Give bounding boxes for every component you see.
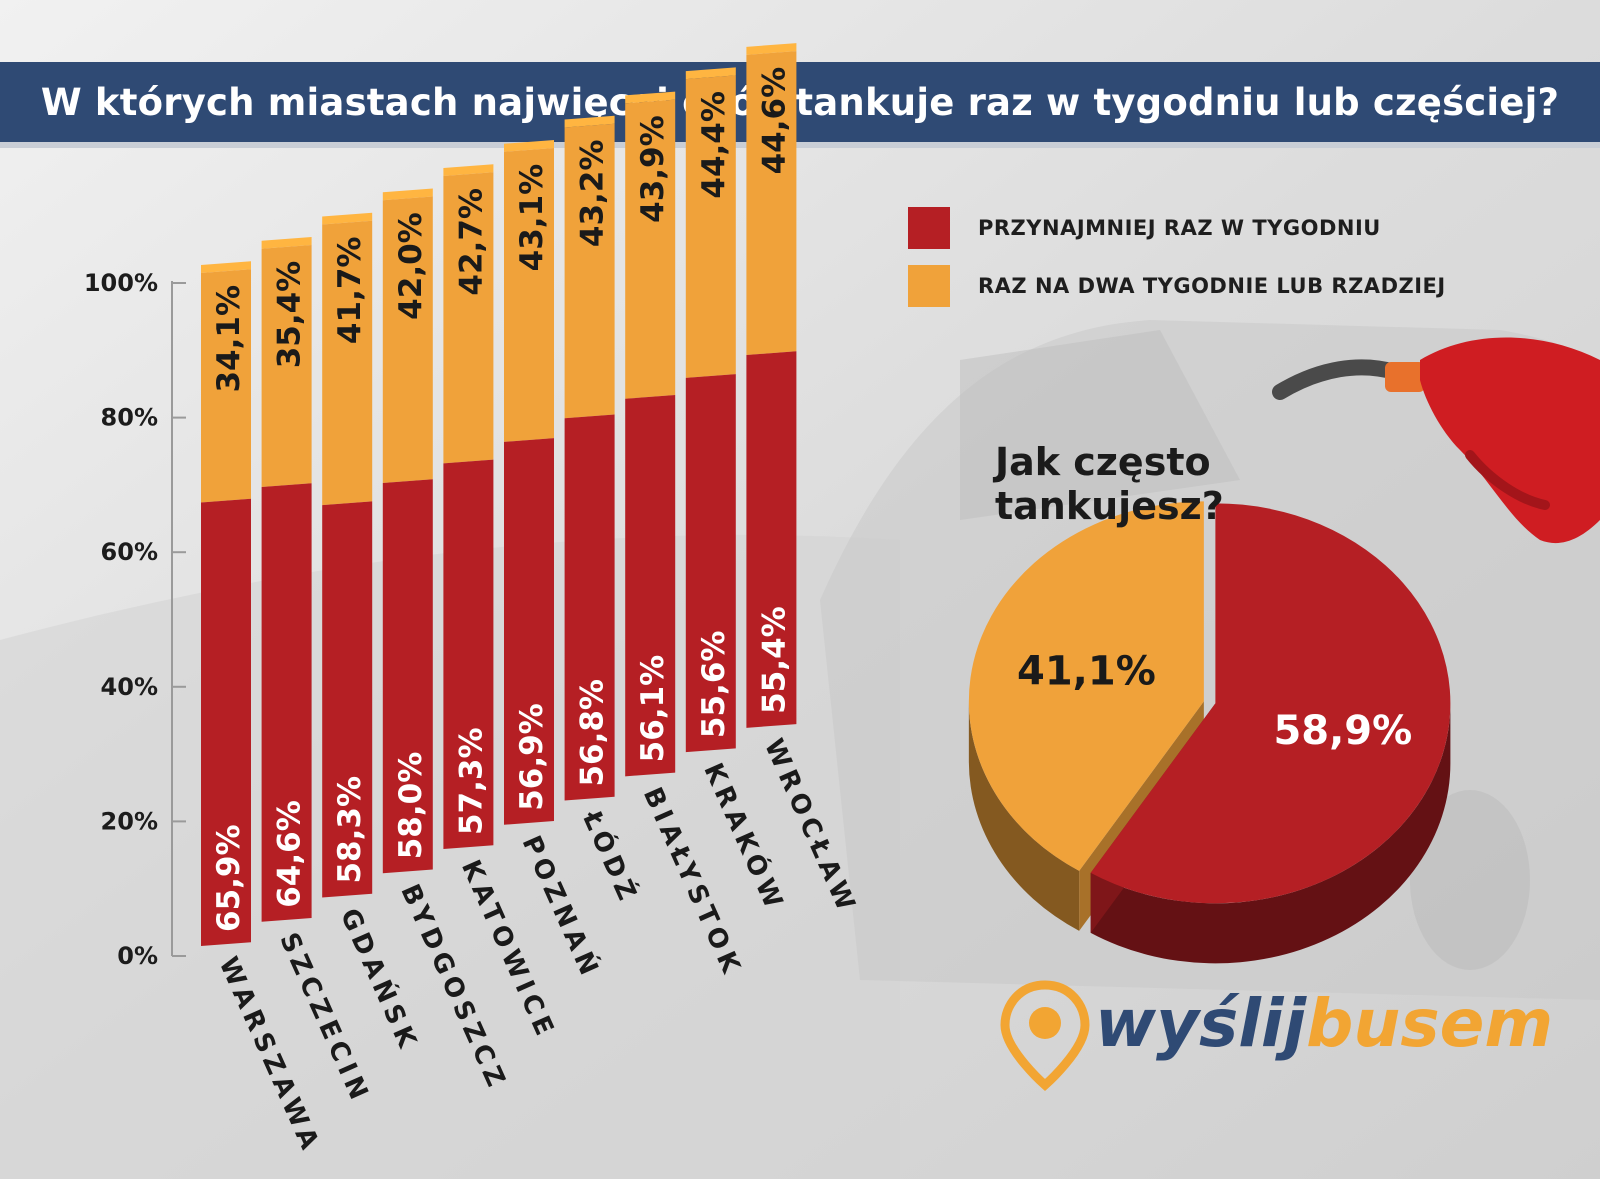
pie-slice-label: 58,9% <box>1273 708 1412 754</box>
bar-segment-lower <box>322 501 373 898</box>
legend-label: RAZ NA DWA TYGODNIE LUB RZADZIEJ <box>978 274 1446 298</box>
bar-top-cap <box>564 115 615 128</box>
category-label: ŁÓDŹ <box>575 805 645 910</box>
legend-item-biweekly: RAZ NA DWA TYGODNIE LUB RZADZIEJ <box>908 265 1446 307</box>
y-tick-label: 40% <box>101 673 158 701</box>
data-label-upper: 42,0% <box>393 212 429 320</box>
data-label-lower: 55,6% <box>696 631 732 739</box>
data-label-upper: 34,1% <box>211 285 247 393</box>
y-axis: 0% 20% 40% 60% 80% 100% <box>84 269 186 970</box>
bar-top-cap <box>504 140 554 152</box>
data-label-upper: 41,7% <box>332 237 368 345</box>
pie-title: Jak często tankujesz? <box>995 440 1224 528</box>
logo-part2: busem <box>1306 985 1554 1062</box>
y-tick-label: 60% <box>101 538 158 566</box>
bar-segment-upper <box>382 196 433 483</box>
data-label-lower: 56,8% <box>575 679 611 787</box>
data-label-lower: 56,9% <box>514 703 550 811</box>
data-label-lower: 64,6% <box>272 800 308 908</box>
bar-segment-lower <box>504 438 554 825</box>
data-label-lower: 57,3% <box>453 727 489 835</box>
data-label-lower: 65,9% <box>211 824 247 932</box>
bar-top-cap <box>746 43 797 55</box>
bar-warszawa: 34,1%65,9%WARSZAWA <box>201 261 326 1158</box>
bar-segment-lower <box>382 479 433 874</box>
y-tick-label: 20% <box>101 807 158 835</box>
bar-segment-lower <box>443 459 494 850</box>
bar-gdańsk: 41,7%58,3%GDAŃSK <box>322 212 426 1057</box>
legend-swatch-orange <box>908 265 950 307</box>
pie-slice-weekly: 58,9% <box>1090 503 1451 964</box>
bar-top-cap <box>261 237 312 249</box>
data-label-upper: 44,4% <box>696 91 732 199</box>
bar-segment-upper <box>625 99 676 399</box>
bar-segment-lower <box>564 414 615 801</box>
pie-slice-side <box>968 701 1080 931</box>
pie-slice-top <box>1090 503 1451 904</box>
bar-top-cap <box>322 212 373 225</box>
bar-segment-lower <box>261 483 312 922</box>
bar-top-cap <box>443 164 494 177</box>
data-label-upper: 35,4% <box>272 261 308 369</box>
logo-text: wyślijbusem <box>1095 985 1553 1062</box>
bar-segment-lower <box>746 351 797 728</box>
data-label-upper: 44,6% <box>756 67 792 175</box>
bar-top-cap <box>382 188 433 201</box>
bar-segment-lower <box>201 498 251 946</box>
location-pin-icon <box>1000 980 1090 1091</box>
bar-segment-upper <box>322 220 373 506</box>
data-label-upper: 43,1% <box>514 164 550 272</box>
fuel-nozzle-icon <box>1272 337 1600 544</box>
legend-label: PRZYNAJMNIEJ RAZ W TYGODNIU <box>978 216 1381 240</box>
legend-swatch-red <box>908 207 950 249</box>
data-label-lower: 58,0% <box>393 752 429 860</box>
data-label-lower: 56,1% <box>635 655 671 763</box>
bar-segment-upper <box>746 51 797 355</box>
y-tick-label: 80% <box>101 404 158 432</box>
y-tick-label: 0% <box>117 942 158 970</box>
bar-top-cap <box>201 261 251 273</box>
bar-segment-upper <box>504 148 554 442</box>
bar-segment-lower <box>685 374 736 753</box>
bar-segment-upper <box>201 269 251 503</box>
bar-segment-upper <box>564 123 615 419</box>
data-label-upper: 42,7% <box>453 188 489 296</box>
data-label-upper: 43,2% <box>575 140 611 248</box>
data-label-lower: 58,3% <box>332 776 368 884</box>
pie-chart: 41,1% 58,9% <box>968 501 1451 964</box>
stacked-bars: 34,1%65,9%WARSZAWA35,4%64,6%SZCZECIN41,7… <box>201 43 862 1158</box>
bar-segment-upper <box>685 75 736 378</box>
bar-segment-lower <box>625 395 676 777</box>
bar-top-cap <box>625 91 676 104</box>
bar-wrocław: 44,6%55,4%WROCŁAW <box>746 43 862 920</box>
pie-slice-side <box>1090 703 1451 964</box>
legend-item-weekly: PRZYNAJMNIEJ RAZ W TYGODNIU <box>908 207 1381 249</box>
pie-slice-label: 41,1% <box>1017 649 1156 695</box>
page-title: W których miastach najwięcej osób tankuj… <box>40 80 1560 124</box>
bar-segment-upper <box>443 172 494 464</box>
pie-slice-top <box>968 501 1204 871</box>
bar-segment-upper <box>261 245 312 488</box>
bar-top-cap <box>685 67 736 80</box>
header-banner: W których miastach najwięcej osób tankuj… <box>0 62 1600 148</box>
brand-logo: wyślijbusem <box>995 975 1555 1115</box>
y-tick-label: 100% <box>84 269 158 297</box>
data-label-lower: 55,4% <box>756 606 792 714</box>
data-label-upper: 43,9% <box>635 115 671 223</box>
logo-part1: wyślij <box>1095 985 1307 1062</box>
